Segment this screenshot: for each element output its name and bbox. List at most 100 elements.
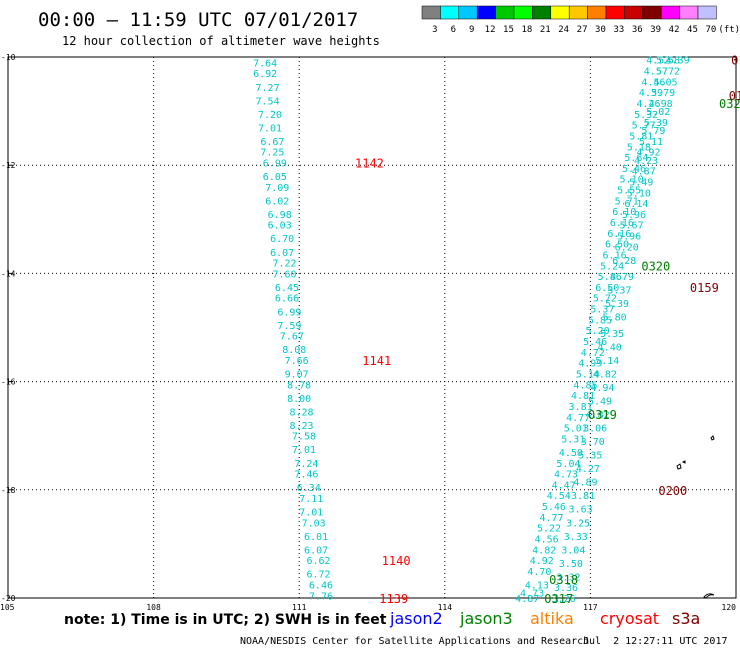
colorbar-swatch [679, 5, 699, 20]
legend-item: jason3 [459, 609, 513, 628]
pass-time-label: 0319 [588, 408, 617, 422]
wave-height-label: 5.39 [605, 299, 629, 310]
wave-height-label: 5.49 [629, 177, 653, 188]
wave-height-label: 4.82 [586, 410, 610, 421]
colorbar-swatch [513, 5, 533, 20]
wave-height-label: 7.20 [258, 110, 282, 121]
colorbar-swatch [532, 5, 552, 20]
pass-time-label: 0318 [549, 573, 578, 587]
wave-height-label: 5.14 [595, 356, 619, 367]
wave-height-label: 3.81 [569, 402, 593, 413]
pass-time-label: 01 [731, 54, 740, 68]
wave-height-label: 5.79 [641, 126, 665, 137]
wave-height-label: 5.04 [556, 459, 580, 470]
colorbar-label: 30 [595, 25, 606, 35]
colorbar-swatch [605, 5, 625, 20]
wave-height-label: 5.46 [542, 502, 566, 513]
wave-height-label: 3.25 [566, 518, 590, 529]
wave-height-label: 5.22 [537, 524, 561, 535]
wave-height-label: 4.77 [539, 513, 563, 524]
x-tick-label: 111 [292, 603, 307, 612]
pass-time-label: 0321 [719, 97, 740, 111]
colorbar-label: 3 [432, 25, 437, 35]
y-tick-label: -18 [1, 486, 16, 495]
colorbar-label: 18 [521, 25, 532, 35]
colorbar-label: 42 [669, 25, 680, 35]
wave-height-label: 5.01 [564, 424, 588, 435]
wave-height-values: 7.646.927.277.547.207.016.677.256.996.05… [253, 56, 690, 605]
wave-height-label: 4.56 [535, 534, 559, 545]
wave-height-label: 6.03 [268, 221, 292, 232]
wave-height-label: 4.82 [593, 369, 617, 380]
wave-height-label: 5.71 [615, 196, 639, 207]
wave-height-label: 5.79 [651, 88, 675, 99]
colorbar-swatch [587, 5, 607, 20]
wave-height-label: 4.54 [547, 491, 571, 502]
wave-height-label: 4.82 [532, 545, 556, 556]
wave-height-label: 6.50 [595, 283, 619, 294]
wave-height-label: 5.18 [627, 142, 651, 153]
wave-height-label: 5.55 [617, 186, 641, 197]
wave-height-label: 5.37 [607, 286, 631, 297]
wave-height-label: 8.00 [287, 394, 311, 405]
wave-height-label: 5.77 [632, 121, 656, 132]
wave-height-label: 5.10 [620, 175, 644, 186]
pass-time-label: 1139 [379, 592, 408, 606]
pass-time-labels: 1142 1141 1140 1139 0321 0320 0319 0318 0317 01 01… [355, 54, 740, 606]
wave-height-label: 6.16 [610, 218, 634, 229]
colorbar-swatch [458, 5, 478, 20]
footer-credit: NOAA/NESDIS Center for Satellite Applica… [240, 636, 589, 647]
wave-height-label: 5.86 [598, 272, 622, 283]
colorbar-label: 27 [577, 25, 588, 35]
wave-height-label: 4.72 [581, 348, 605, 359]
wave-height-label: 7.66 [285, 356, 309, 367]
wave-height-label: 3.06 [583, 424, 607, 435]
wave-height-label: 4.57 [644, 67, 668, 78]
grid-lines [8, 57, 736, 598]
wave-height-label: 5.85 [588, 315, 612, 326]
wave-height-label: 4.39 [639, 88, 663, 99]
pass-time-label: 1140 [382, 554, 411, 568]
colorbar-label: 39 [650, 25, 661, 35]
wave-height-label: 7.01 [258, 123, 282, 134]
colorbar-swatch [697, 5, 717, 20]
wave-height-label: 8.23 [289, 421, 313, 432]
wave-height-label: 6.45 [275, 283, 299, 294]
colorbar-swatch [421, 5, 441, 20]
wave-height-label: 6.07 [270, 248, 294, 259]
wave-height-label: 5.67 [620, 221, 644, 232]
x-tick-label: 105 [0, 603, 15, 612]
wave-height-label: 4.87 [632, 167, 656, 178]
wave-height-label: 5.72 [593, 294, 617, 305]
colorbar-label: 9 [469, 25, 474, 35]
wave-height-label: 6.66 [275, 294, 299, 305]
y-tick-label: -10 [1, 53, 16, 62]
wave-height-label: 7.09 [265, 183, 289, 194]
wave-height-label: 5.20 [586, 326, 610, 337]
wave-height-label: 5.58 [656, 56, 680, 67]
wave-height-label: 3.32 [556, 572, 580, 583]
y-tick-label: -16 [1, 378, 16, 387]
wave-height-label: 4.85 [573, 380, 597, 391]
pass-time-label: 1141 [362, 354, 391, 368]
colorbar-swatch [660, 5, 680, 20]
wave-height-label: 7.24 [294, 459, 318, 470]
y-tick-label: -12 [1, 161, 16, 170]
wave-height-label: 6.34 [297, 483, 321, 494]
wave-height-label: 5.80 [603, 313, 627, 324]
wave-height-label: 5.11 [639, 137, 663, 148]
wave-height-label: 3.33 [564, 532, 588, 543]
colorbar-swatch [440, 5, 460, 20]
wave-height-label: 4.94 [590, 383, 614, 394]
wave-height-label: 6.67 [260, 137, 284, 148]
wave-height-label: 7.03 [302, 518, 326, 529]
wave-height-label: 4.26 [637, 99, 661, 110]
wave-height-label: 6.05 [263, 172, 287, 183]
colorbar-label: 24 [558, 25, 569, 35]
legend-item: s3a [672, 609, 700, 628]
wave-height-label: 5.46 [583, 337, 607, 348]
colorbar: 3 6 9 12 15 18 21 24 27 30 33 36 39 42 45 70 (ft) [421, 5, 740, 35]
wave-height-label: 4.77 [566, 413, 590, 424]
wave-height-label: 6.70 [270, 234, 294, 245]
wave-height-label: 4.50 [559, 448, 583, 459]
